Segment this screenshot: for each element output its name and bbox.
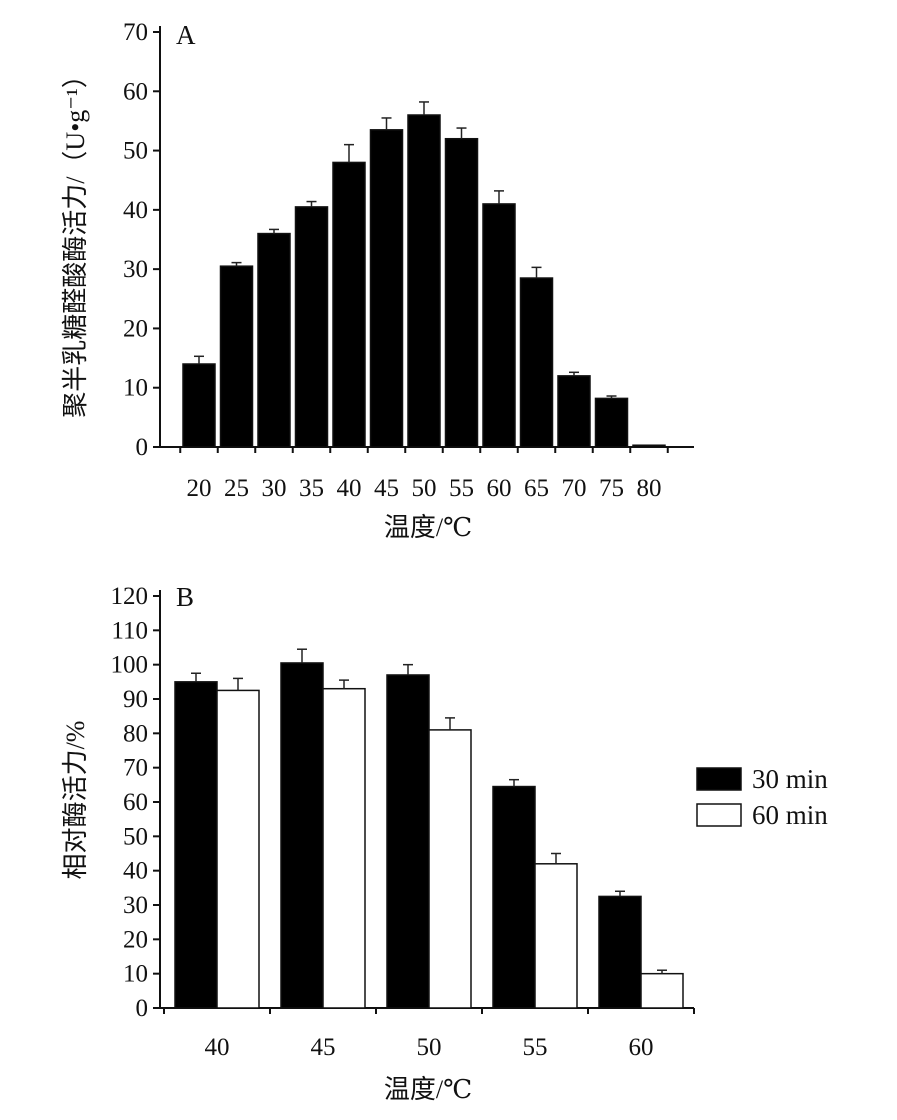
legend-swatch-60-min: [696, 803, 742, 827]
panel-a-x-tick-label: 80: [637, 475, 662, 502]
panel-a-bar-value: [557, 375, 591, 448]
panel-b-y-tick-label: 120: [111, 583, 149, 610]
panel-b-y-tick-label: 30: [123, 892, 148, 919]
panel-a-x-tick-label: 70: [562, 475, 587, 502]
panel-b-y-tick-label: 60: [123, 789, 148, 816]
panel-a-bar-value: [257, 232, 291, 448]
panel-b-bar-30-min: [492, 785, 536, 1009]
panel-b-legend: 30 min 60 min: [696, 764, 828, 830]
panel-a-label: A: [176, 20, 196, 50]
panel-a-x-tick-label: 35: [299, 475, 324, 502]
panel-a-y-tick-label: 60: [123, 78, 148, 105]
panel-b-bar-60-min: [640, 972, 684, 1009]
panel-a-y-tick-label: 20: [123, 315, 148, 342]
panel-b-x-axis-title: 温度/℃: [384, 1075, 472, 1104]
panel-b-chart: B 0 10 20 30 40 50 60 70 80 90 100 110 120 40 45 50 55 60…: [61, 582, 828, 1104]
panel-b-x-tick-label: 40: [205, 1034, 230, 1061]
panel-b-x-tick-label: 45: [311, 1034, 336, 1061]
panel-a-x-axis-title: 温度/℃: [384, 513, 472, 542]
panel-b-bar-30-min: [386, 674, 430, 1009]
panel-a-x-tick-label: 20: [187, 475, 212, 502]
panel-b-x-tick-label: 50: [417, 1034, 442, 1061]
panel-b-y-axis-title: 相对酶活力/%: [61, 721, 90, 880]
panel-a-bar-value: [182, 363, 216, 448]
panel-a-bar-value: [594, 397, 629, 448]
panel-a-y-tick-label: 50: [123, 138, 148, 165]
panel-a-x-tick-label: 30: [262, 475, 287, 502]
panel-a-bar-value: [294, 206, 329, 448]
panel-b-y-tick-label: 50: [123, 823, 148, 850]
panel-a-x-tick-label: 55: [449, 475, 474, 502]
panel-b-y-tick-label: 20: [123, 926, 148, 953]
panel-a-x-tick-label: 45: [374, 475, 399, 502]
panel-a-bar-value: [482, 203, 516, 448]
panel-a-y-tick-label: 30: [123, 256, 148, 283]
panel-a-bar-value: [444, 137, 479, 448]
panel-b-y-tick-label: 0: [136, 995, 149, 1022]
panel-b-y-tick-label: 40: [123, 858, 148, 885]
legend-label-30-min: 30 min: [752, 764, 828, 794]
panel-a-x-tick-label: 25: [224, 475, 249, 502]
panel-a-y-tick-label: 40: [123, 197, 148, 224]
panel-a-bar-value: [219, 265, 254, 448]
panel-a-bar-value: [369, 129, 404, 448]
panel-a-bar-value: [519, 277, 554, 448]
panel-a-x-tick-label: 65: [524, 475, 549, 502]
panel-a-y-tick-label: 70: [123, 19, 148, 46]
panel-b-y-tick-label: 90: [123, 686, 148, 713]
legend-label-60-min: 60 min: [752, 800, 828, 830]
panel-a-x-tick-label: 75: [599, 475, 624, 502]
panel-a-bar-value: [632, 444, 666, 448]
panel-b-bar-60-min: [216, 689, 260, 1009]
panel-b-x-tick-label: 60: [629, 1034, 654, 1061]
panel-b-y-tick-label: 80: [123, 720, 148, 747]
panel-b-bar-30-min: [280, 662, 324, 1009]
panel-b-x-tick-label: 55: [523, 1034, 548, 1061]
panel-b-y-tick-label: 70: [123, 755, 148, 782]
panel-a-y-axis-title: 聚半乳糖醛酸酶活力/（U•g⁻¹）: [61, 62, 90, 418]
panel-b-bar-30-min: [174, 681, 218, 1009]
panel-a-plot-area: 0 10 20 30 40 50 60 70 20 25 30 35 40 45 50 55 60 65 70 75 8…: [123, 19, 694, 502]
panel-a-bar-value: [407, 114, 441, 448]
panel-b-bar-30-min: [598, 895, 642, 1009]
panel-a-y-tick-label: 10: [123, 375, 148, 402]
panel-b-plot-area: 0 10 20 30 40 50 60 70 80 90 100 110 120 40 45 50 55 60: [111, 583, 695, 1061]
panel-b-label: B: [176, 582, 194, 612]
panel-b-y-tick-label: 10: [123, 961, 148, 988]
panel-b-bar-60-min: [322, 687, 366, 1009]
panel-a-x-tick-label: 50: [412, 475, 437, 502]
panel-a-chart: A 0 10 20 30 40 50 60 70 20 25 30 35 40 45 50 55 60 65 70 7…: [61, 19, 694, 542]
panel-b-y-tick-label: 110: [111, 617, 148, 644]
panel-a-x-tick-label: 40: [337, 475, 362, 502]
panel-b-y-tick-label: 100: [111, 652, 149, 679]
panel-a-bar-value: [332, 161, 366, 448]
legend-swatch-30-min: [696, 767, 742, 791]
panel-b-bar-60-min: [428, 729, 472, 1009]
panel-a-y-tick-label: 0: [136, 434, 149, 461]
panel-b-bar-60-min: [534, 863, 578, 1009]
panel-a-x-tick-label: 60: [487, 475, 512, 502]
